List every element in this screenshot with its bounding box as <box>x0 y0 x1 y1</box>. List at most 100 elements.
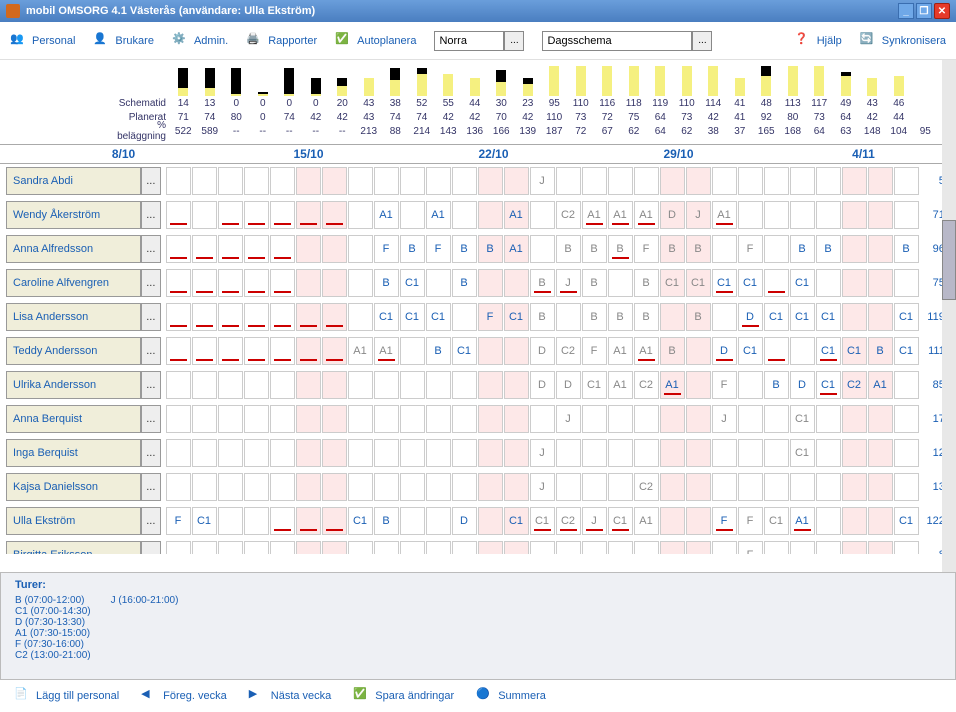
shift-cell[interactable] <box>400 541 425 554</box>
shift-cell[interactable] <box>894 541 919 554</box>
shift-cell[interactable] <box>530 235 555 263</box>
shift-cell[interactable] <box>478 439 503 467</box>
shift-cell[interactable] <box>400 337 425 365</box>
shift-cell[interactable] <box>166 473 191 501</box>
shift-cell[interactable] <box>530 541 555 554</box>
shift-cell[interactable] <box>868 201 893 229</box>
shift-cell[interactable] <box>686 541 711 554</box>
shift-cell[interactable] <box>816 201 841 229</box>
shift-cell[interactable]: C1 <box>764 507 789 535</box>
shift-cell[interactable] <box>894 405 919 433</box>
shift-cell[interactable]: C1 <box>504 507 529 535</box>
shift-cell[interactable] <box>816 507 841 535</box>
shift-cell[interactable]: F <box>426 235 451 263</box>
shift-cell[interactable]: C1 <box>426 303 451 331</box>
brukare-button[interactable]: Brukare <box>93 32 154 50</box>
shift-cell[interactable]: A1 <box>790 507 815 535</box>
shift-cell[interactable] <box>504 167 529 195</box>
shift-cell[interactable] <box>556 167 581 195</box>
shift-cell[interactable]: C1 <box>582 371 607 399</box>
shift-cell[interactable]: B <box>634 303 659 331</box>
shift-cell[interactable] <box>374 439 399 467</box>
shift-cell[interactable] <box>504 439 529 467</box>
shift-cell[interactable]: D <box>556 371 581 399</box>
shift-cell[interactable]: A1 <box>712 201 737 229</box>
shift-cell[interactable] <box>868 303 893 331</box>
shift-cell[interactable] <box>270 167 295 195</box>
shift-cell[interactable] <box>426 439 451 467</box>
shift-cell[interactable] <box>270 439 295 467</box>
shift-cell[interactable] <box>868 473 893 501</box>
shift-cell[interactable] <box>504 473 529 501</box>
shift-cell[interactable] <box>348 269 373 297</box>
shift-cell[interactable] <box>296 541 321 554</box>
shift-cell[interactable] <box>244 439 269 467</box>
shift-cell[interactable] <box>556 439 581 467</box>
next-week-button[interactable]: Nästa vecka <box>249 687 332 705</box>
shift-cell[interactable]: C1 <box>790 439 815 467</box>
shift-cell[interactable] <box>374 405 399 433</box>
shift-cell[interactable]: C1 <box>452 337 477 365</box>
shift-cell[interactable] <box>374 167 399 195</box>
shift-cell[interactable] <box>270 371 295 399</box>
shift-cell[interactable]: A1 <box>634 201 659 229</box>
shift-cell[interactable] <box>218 337 243 365</box>
shift-cell[interactable] <box>244 303 269 331</box>
schema-input[interactable] <box>542 31 692 51</box>
shift-cell[interactable] <box>712 167 737 195</box>
shift-cell[interactable]: D <box>452 507 477 535</box>
shift-cell[interactable]: F <box>712 371 737 399</box>
shift-cell[interactable] <box>894 439 919 467</box>
shift-cell[interactable] <box>790 201 815 229</box>
shift-cell[interactable]: B <box>452 269 477 297</box>
shift-cell[interactable] <box>296 235 321 263</box>
shift-cell[interactable] <box>608 541 633 554</box>
shift-cell[interactable]: B <box>400 235 425 263</box>
staff-name[interactable]: Kajsa Danielsson <box>6 473 141 501</box>
shift-cell[interactable] <box>192 541 217 554</box>
shift-cell[interactable] <box>348 473 373 501</box>
shift-cell[interactable] <box>660 439 685 467</box>
shift-cell[interactable]: C1 <box>738 337 763 365</box>
shift-cell[interactable] <box>738 473 763 501</box>
shift-cell[interactable] <box>660 507 685 535</box>
staff-name[interactable]: Teddy Andersson <box>6 337 141 365</box>
shift-cell[interactable]: A1 <box>504 201 529 229</box>
shift-cell[interactable] <box>426 473 451 501</box>
shift-cell[interactable] <box>660 167 685 195</box>
shift-cell[interactable]: D <box>530 371 555 399</box>
shift-cell[interactable] <box>400 405 425 433</box>
shift-cell[interactable] <box>582 473 607 501</box>
staff-details-button[interactable]: ... <box>141 405 161 433</box>
shift-cell[interactable] <box>244 473 269 501</box>
shift-cell[interactable] <box>400 507 425 535</box>
shift-cell[interactable] <box>400 439 425 467</box>
shift-cell[interactable] <box>322 235 347 263</box>
admin-button[interactable]: Admin. <box>172 32 228 50</box>
shift-cell[interactable] <box>790 541 815 554</box>
shift-cell[interactable] <box>868 541 893 554</box>
shift-cell[interactable] <box>296 201 321 229</box>
shift-cell[interactable] <box>270 405 295 433</box>
shift-cell[interactable] <box>166 337 191 365</box>
shift-cell[interactable]: F <box>634 235 659 263</box>
shift-cell[interactable] <box>582 167 607 195</box>
staff-details-button[interactable]: ... <box>141 303 161 331</box>
shift-cell[interactable] <box>738 371 763 399</box>
shift-cell[interactable] <box>452 405 477 433</box>
shift-cell[interactable] <box>868 235 893 263</box>
shift-cell[interactable] <box>244 337 269 365</box>
shift-cell[interactable]: J <box>582 507 607 535</box>
shift-cell[interactable] <box>816 473 841 501</box>
shift-cell[interactable]: F <box>738 541 763 554</box>
shift-cell[interactable] <box>166 303 191 331</box>
shift-cell[interactable] <box>374 473 399 501</box>
shift-cell[interactable] <box>686 167 711 195</box>
shift-cell[interactable] <box>348 371 373 399</box>
shift-cell[interactable]: C1 <box>374 303 399 331</box>
shift-cell[interactable] <box>192 201 217 229</box>
shift-cell[interactable] <box>894 473 919 501</box>
shift-cell[interactable] <box>634 541 659 554</box>
shift-cell[interactable] <box>192 405 217 433</box>
shift-cell[interactable] <box>738 439 763 467</box>
